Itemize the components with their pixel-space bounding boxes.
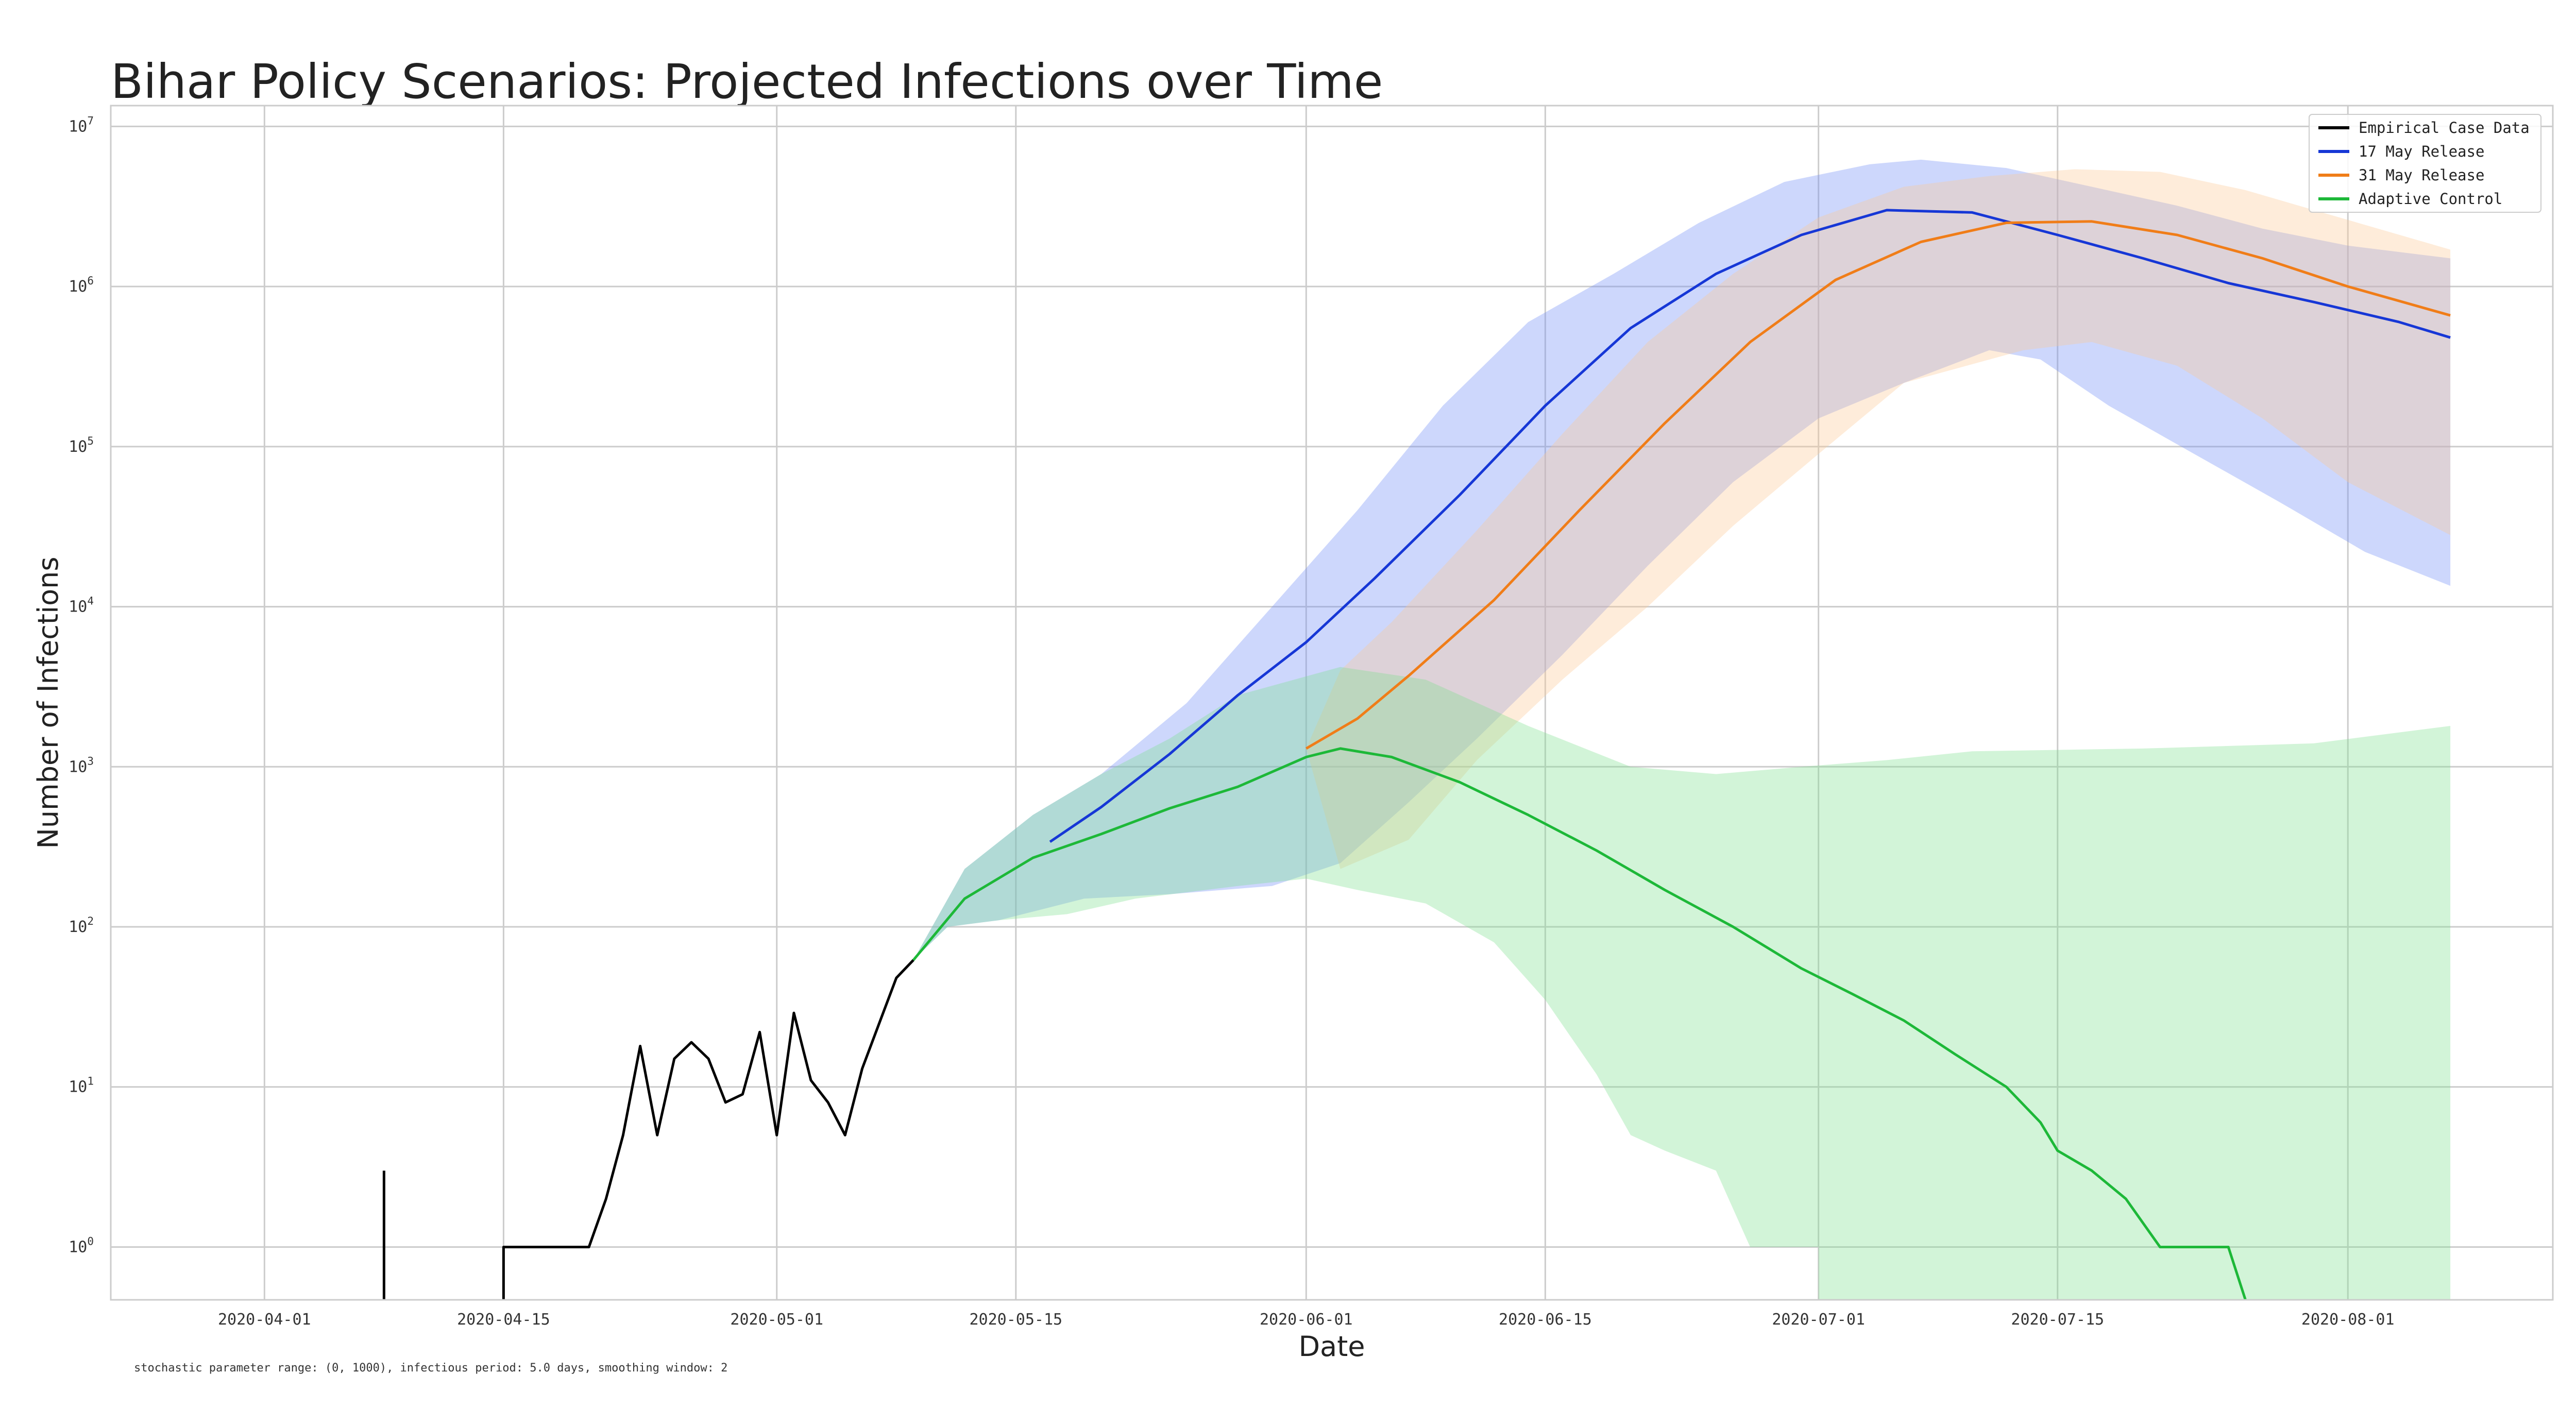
y-tick-label: 106 [69, 275, 94, 296]
legend-label: 31 May Release [2359, 166, 2484, 184]
x-tick-label: 2020-05-15 [969, 1311, 1062, 1329]
y-tick-base: 10 [69, 117, 87, 135]
plot-frame [110, 105, 2554, 1301]
y-tick-base: 10 [69, 598, 87, 616]
x-tick-label: 2020-05-01 [730, 1311, 823, 1329]
confidence-band [913, 667, 2451, 1300]
y-tick-base: 10 [69, 278, 87, 296]
footnote: stochastic parameter range: (0, 1000), i… [134, 1362, 727, 1375]
series-line [382, 959, 914, 1300]
y-tick-label: 104 [69, 595, 94, 616]
legend-box [2309, 114, 2541, 213]
x-tick-label: 2020-04-15 [457, 1311, 550, 1329]
y-tick-label: 103 [69, 755, 94, 776]
series-line [1306, 220, 2451, 750]
plot-area [110, 105, 2554, 1301]
y-tick-label: 105 [69, 435, 94, 456]
y-axis-label: Number of Infections [32, 557, 64, 849]
y-tick-base: 10 [69, 1238, 87, 1256]
y-tick-base: 10 [69, 918, 87, 936]
series-line [912, 747, 2247, 1300]
series-lines [382, 209, 2451, 1300]
y-tick-exponent: 0 [87, 1235, 94, 1247]
y-tick-exponent: 3 [87, 755, 94, 767]
x-tick-label: 2020-06-01 [1260, 1311, 1353, 1329]
x-tick-label: 2020-07-15 [2011, 1311, 2104, 1329]
y-tick-exponent: 6 [87, 275, 94, 287]
x-tick-label: 2020-06-15 [1499, 1311, 1592, 1329]
legend-label: Empirical Case Data [2359, 119, 2530, 137]
y-tick-label: 101 [69, 1075, 94, 1096]
y-tick-exponent: 2 [87, 915, 94, 927]
legend-label: 17 May Release [2359, 143, 2484, 160]
x-axis-label: Date [1298, 1330, 1365, 1363]
x-tick-label: 2020-07-01 [1772, 1311, 1865, 1329]
y-tick-base: 10 [69, 438, 87, 456]
y-tick-exponent: 1 [87, 1075, 94, 1088]
y-tick-exponent: 4 [87, 595, 94, 607]
y-tick-exponent: 5 [87, 435, 94, 447]
legend-label: Adaptive Control [2359, 190, 2502, 208]
legend: Empirical Case Data 17 May Release 31 May … [2309, 114, 2541, 213]
y-tick-label: 100 [69, 1235, 94, 1256]
x-tick-label: 2020-04-01 [218, 1311, 311, 1329]
x-tick-labels: 2020-04-01 2020-04-15 2020-05-01 2020-05-15… [218, 1311, 2395, 1329]
y-tick-base: 10 [69, 758, 87, 776]
confidence-band [1306, 169, 2451, 869]
x-tick-label: 2020-08-01 [2301, 1311, 2395, 1329]
chart-title: Bihar Policy Scenarios: Projected Infect… [111, 54, 1383, 109]
y-tick-label: 107 [69, 114, 94, 135]
y-tick-exponent: 7 [87, 114, 94, 127]
y-tick-base: 10 [69, 1078, 87, 1096]
series-line [1049, 209, 2451, 843]
y-tick-label: 102 [69, 915, 94, 936]
